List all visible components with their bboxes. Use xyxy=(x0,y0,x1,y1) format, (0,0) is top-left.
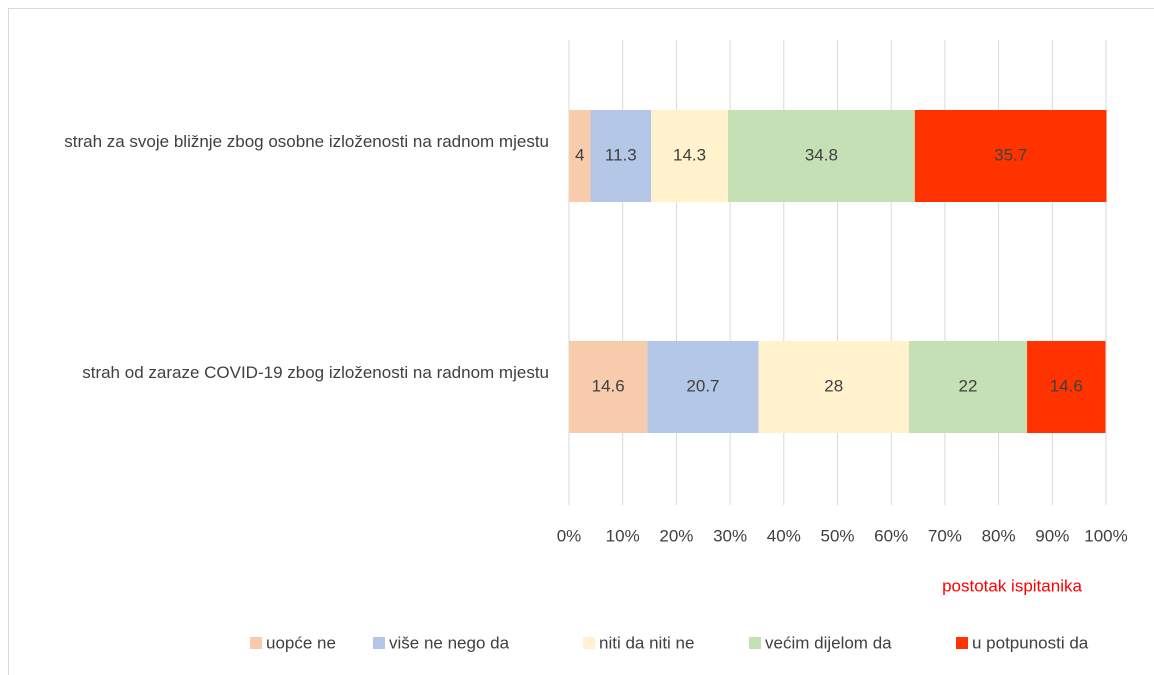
value-label: 14.6 xyxy=(1050,376,1083,395)
x-tick-label: 20% xyxy=(659,526,693,545)
value-label: 4 xyxy=(575,145,584,164)
x-tick-label: 30% xyxy=(713,526,747,545)
bar-segment xyxy=(569,110,591,202)
legend-swatch xyxy=(583,637,595,649)
legend-swatch xyxy=(250,637,262,649)
value-label: 11.3 xyxy=(605,145,637,164)
chart-border xyxy=(8,8,1154,675)
bar-segment xyxy=(727,110,915,202)
value-label: 35.7 xyxy=(994,145,1027,164)
legend-label: više ne nego da xyxy=(389,633,510,652)
bar-segment xyxy=(569,341,648,433)
legend-label: uopće ne xyxy=(266,633,336,652)
bar-segment xyxy=(1027,341,1106,433)
value-label: 20.7 xyxy=(686,376,719,395)
legend-label: u potpunosti da xyxy=(972,633,1089,652)
value-label: 14.3 xyxy=(673,145,706,164)
x-tick-label: 0% xyxy=(557,526,582,545)
x-tick-label: 50% xyxy=(820,526,854,545)
x-tick-label: 70% xyxy=(928,526,962,545)
bar-segment xyxy=(914,110,1107,202)
category-label: strah od zaraze COVID-19 zbog izloženost… xyxy=(82,363,549,382)
x-tick-label: 60% xyxy=(874,526,908,545)
legend-swatch xyxy=(373,637,385,649)
bar-segment xyxy=(758,341,909,433)
bar-segment xyxy=(651,110,728,202)
x-tick-label: 90% xyxy=(1035,526,1069,545)
bar-segment xyxy=(908,341,1028,433)
x-tick-label: 80% xyxy=(982,526,1016,545)
bar-segment xyxy=(590,110,652,202)
value-label: 14.6 xyxy=(592,376,625,395)
bar-segment xyxy=(647,341,759,433)
x-tick-label: 40% xyxy=(767,526,801,545)
x-tick-label: 10% xyxy=(606,526,640,545)
value-label: 34.8 xyxy=(805,145,838,164)
x-tick-label: 100% xyxy=(1084,526,1127,545)
x-axis-title: postotak ispitanika xyxy=(942,576,1082,595)
legend-label: većim dijelom da xyxy=(765,633,892,652)
value-label: 22 xyxy=(959,376,978,395)
value-label: 28 xyxy=(824,376,843,395)
legend-label: niti da niti ne xyxy=(599,633,694,652)
legend-swatch xyxy=(749,637,761,649)
category-label: strah za svoje bližnje zbog osobne izlož… xyxy=(64,132,549,151)
legend-swatch xyxy=(956,637,968,649)
